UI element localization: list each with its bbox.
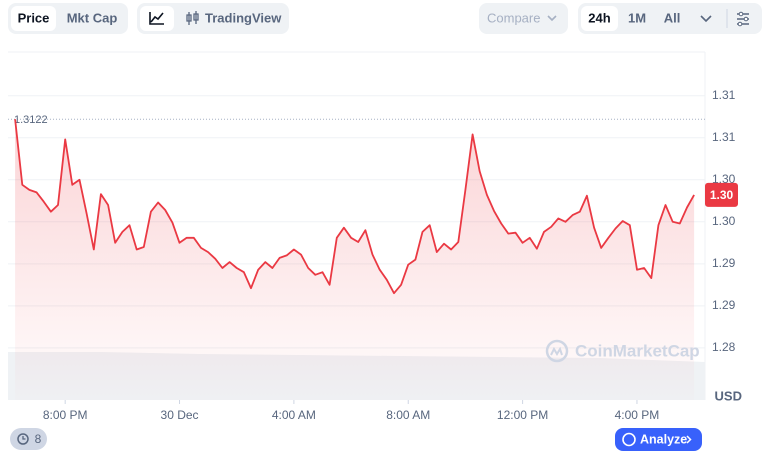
toggle-group — [137, 3, 289, 34]
x-tick-label: 4:00 PM — [615, 408, 660, 422]
toggle-active[interactable] — [11, 6, 56, 31]
y-tick-label: 1.28 — [712, 340, 736, 354]
y-tick-label: 1.31 — [712, 88, 736, 102]
range-group — [578, 3, 762, 34]
analyze-label[interactable]: Analyze — [640, 432, 687, 446]
last-price-badge — [705, 182, 738, 207]
range-all[interactable]: All — [664, 10, 681, 25]
history-icon — [22, 436, 26, 440]
analyze-icon — [622, 432, 636, 447]
range-24h[interactable]: 24h — [588, 10, 610, 25]
price-area — [15, 119, 695, 400]
range-active[interactable] — [581, 6, 618, 31]
compare-label: Compare — [487, 10, 540, 25]
settings-knob — [743, 16, 749, 22]
analyze-button[interactable] — [615, 428, 702, 451]
y-unit: USD — [715, 388, 742, 403]
last-price-label: 1.30 — [710, 188, 734, 202]
x-tick-label: 30 Dec — [161, 408, 199, 422]
y-tick-label: 1.29 — [712, 298, 736, 312]
price-line — [14, 119, 695, 295]
history-icon — [17, 433, 29, 445]
watermark-logo — [545, 339, 569, 363]
candle-icon — [186, 11, 199, 25]
open-price-label: 1.3122 — [14, 114, 48, 126]
settings-knob — [738, 11, 744, 17]
y-tick-label: 1.31 — [712, 130, 736, 144]
settings-knob — [737, 21, 743, 27]
mktcap-tab[interactable]: Mkt Cap — [67, 10, 118, 25]
price-tab[interactable]: Price — [18, 10, 50, 25]
line-icon — [149, 12, 164, 25]
watermark-logo — [550, 346, 563, 356]
chevron — [547, 15, 557, 22]
range-1m[interactable]: 1M — [628, 10, 646, 25]
compare-button[interactable] — [479, 3, 568, 34]
plot: 1.3122 — [8, 114, 705, 400]
history-count: 8 — [35, 432, 42, 446]
watermark: CoinMarketCap — [575, 341, 700, 360]
x-tick-label: 8:00 AM — [386, 408, 430, 422]
chevron — [686, 435, 692, 444]
y-tick-label: 1.29 — [712, 256, 736, 270]
x-tick-label: 8:00 PM — [43, 408, 88, 422]
range-dropdown[interactable] — [700, 15, 712, 23]
tradingview-tab[interactable]: TradingView — [205, 10, 282, 25]
x-tick-label: 12:00 PM — [497, 408, 548, 422]
y-tick-label: 1.30 — [712, 214, 736, 228]
x-tick-label: 4:00 AM — [272, 408, 316, 422]
y-tick-label: 1.30 — [712, 172, 736, 186]
